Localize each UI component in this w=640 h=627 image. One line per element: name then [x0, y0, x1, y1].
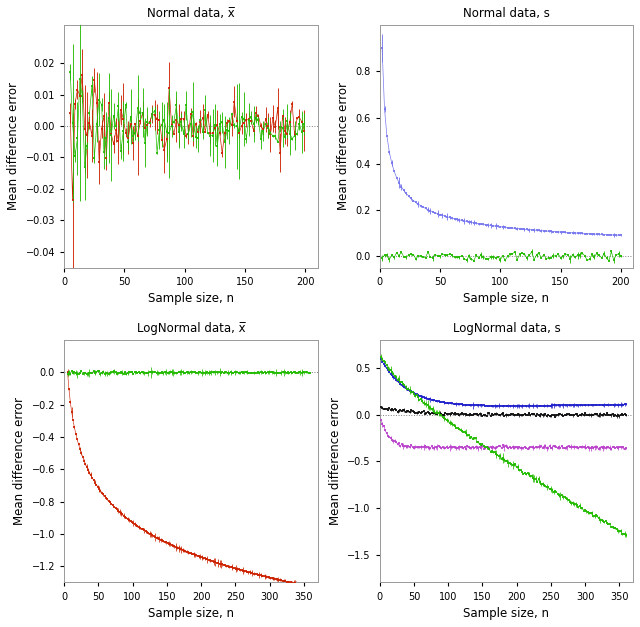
Title: Normal data, x̅: Normal data, x̅	[147, 7, 235, 20]
X-axis label: Sample size, n: Sample size, n	[148, 292, 234, 305]
X-axis label: Sample size, n: Sample size, n	[463, 607, 549, 620]
X-axis label: Sample size, n: Sample size, n	[148, 607, 234, 620]
Y-axis label: Mean difference error: Mean difference error	[328, 398, 342, 525]
Y-axis label: Mean difference error: Mean difference error	[337, 82, 349, 211]
Title: LogNormal data, s: LogNormal data, s	[452, 322, 560, 335]
Title: Normal data, s: Normal data, s	[463, 7, 550, 20]
Y-axis label: Mean difference error: Mean difference error	[7, 82, 20, 211]
X-axis label: Sample size, n: Sample size, n	[463, 292, 549, 305]
Title: LogNormal data, x̅: LogNormal data, x̅	[136, 322, 245, 335]
Y-axis label: Mean difference error: Mean difference error	[13, 398, 26, 525]
